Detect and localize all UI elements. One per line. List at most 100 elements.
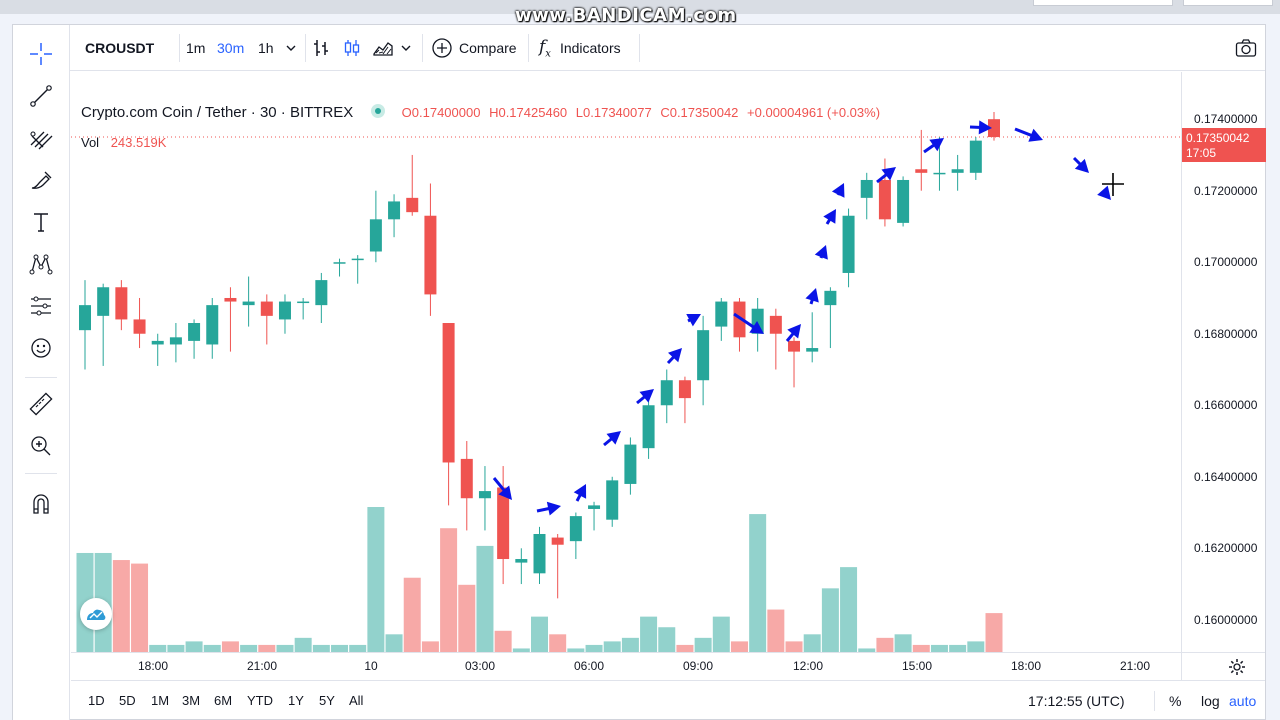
log-scale-toggle[interactable]: log (1201, 693, 1220, 709)
time-tick-label: 15:00 (901, 659, 933, 673)
volume-bar (276, 644, 294, 652)
price-axis[interactable]: 0.17400000 0.17200000 0.17000000 0.16800000… (1181, 72, 1266, 652)
gear-icon[interactable] (1228, 658, 1246, 681)
annotation-arrow (823, 209, 836, 225)
ruler-icon[interactable] (26, 389, 56, 419)
volume-legend[interactable]: Vol 243.519K (81, 135, 166, 150)
candle (660, 369, 673, 424)
time-axis[interactable]: 18:00 21:00 10 03:00 06:00 09:00 12:00 15:00 18:… (71, 652, 1181, 680)
legend-high: H0.17425460 (489, 105, 568, 120)
time-tick-label: 18:00 (137, 659, 169, 673)
candle (769, 308, 782, 370)
forecast-icon[interactable] (26, 291, 56, 321)
volume-bar (658, 627, 676, 652)
candle (424, 183, 437, 316)
volume-bar (803, 634, 821, 652)
range-button-5y[interactable]: 5Y (319, 693, 335, 708)
annotation-arrow (666, 348, 682, 365)
range-button-1m[interactable]: 1M (151, 693, 170, 708)
fib-icon[interactable] (26, 123, 56, 153)
trend-line-icon[interactable] (26, 81, 56, 111)
candle-body (788, 340, 801, 352)
candles-icon[interactable] (342, 25, 362, 71)
annotation-arrow (876, 167, 896, 184)
range-button-ytd[interactable]: YTD (247, 693, 273, 708)
text-icon[interactable] (26, 207, 56, 237)
candle (478, 466, 491, 531)
candle-body (278, 301, 291, 320)
range-button-5d[interactable]: 5D (119, 693, 136, 708)
pattern-icon[interactable] (26, 249, 56, 279)
candle-body (515, 559, 528, 563)
brush-icon[interactable] (26, 165, 56, 195)
volume-bar (567, 648, 585, 652)
candle (278, 294, 291, 334)
candle (224, 287, 237, 352)
range-button-1y[interactable]: 1Y (288, 693, 304, 708)
symbol-legend[interactable]: Crypto.com Coin / Tether · 30 · BITTREX … (81, 104, 885, 121)
range-button-1d[interactable]: 1D (88, 693, 105, 708)
candle-body (769, 315, 782, 334)
annotation-arrow (814, 245, 828, 260)
indicators-label: Indicators (559, 40, 621, 56)
interval-1m-button[interactable]: 1m (186, 40, 206, 56)
chart-type-chevron-down-icon[interactable] (400, 25, 412, 71)
candle-body (424, 215, 437, 295)
candle-body (442, 323, 455, 463)
bars-icon[interactable] (311, 25, 331, 71)
current-price-value: 0.17350042 (1186, 131, 1250, 146)
volume-bar (894, 634, 912, 652)
chart-plot-area[interactable]: Crypto.com Coin / Tether · 30 · BITTREX … (71, 72, 1181, 652)
volume-bar (821, 588, 839, 652)
candle (460, 441, 473, 531)
auto-scale-toggle[interactable]: auto (1229, 693, 1257, 709)
volume-bar (694, 637, 712, 652)
legend-close: C0.17350042 (660, 105, 739, 120)
candle (551, 533, 564, 599)
interval-1h-button[interactable]: 1h (258, 40, 274, 56)
area-icon[interactable] (372, 25, 394, 71)
candle-body (951, 169, 964, 173)
symbol-search-button[interactable]: CROUSDT (85, 40, 155, 56)
price-tick-label: 0.16800000 (1194, 326, 1258, 341)
candle (988, 112, 1000, 141)
annotation-arrows (492, 120, 1111, 516)
interval-30m-button[interactable]: 30m (217, 40, 245, 56)
compare-button[interactable]: Compare (431, 25, 517, 71)
legend-title: Crypto.com Coin / Tether · 30 · BITTREX (81, 104, 354, 121)
volume-bar (367, 507, 385, 652)
candle (969, 137, 982, 180)
zoom-in-icon[interactable] (26, 431, 56, 461)
emoji-icon[interactable] (26, 333, 56, 363)
volume-bar (403, 577, 421, 652)
candle-body (897, 179, 910, 223)
candle-body (460, 458, 473, 499)
candle-body (806, 348, 819, 352)
crosshair-icon[interactable] (26, 39, 56, 69)
tradingview-logo[interactable] (80, 598, 112, 630)
annotation-arrow (923, 138, 944, 154)
range-button-6m[interactable]: 6M (214, 693, 233, 708)
candle (188, 319, 201, 359)
chevron-down-icon[interactable] (285, 25, 297, 71)
annotation-arrow (1014, 127, 1043, 142)
volume-bar (112, 560, 130, 652)
time-tick-label: 10 (364, 659, 378, 673)
range-button-all[interactable]: All (349, 693, 364, 708)
candle (733, 297, 746, 352)
utc-clock[interactable]: 17:12:55 (UTC) (1028, 693, 1125, 709)
volume-bar (458, 584, 476, 652)
percent-scale-toggle[interactable]: % (1169, 693, 1182, 709)
candle (515, 548, 528, 585)
candle (442, 323, 455, 506)
volume-bar (512, 648, 530, 652)
indicators-button[interactable]: fx Indicators (539, 25, 621, 71)
camera-icon[interactable] (1235, 25, 1257, 71)
magnet-icon[interactable] (26, 489, 56, 519)
volume-bar (385, 634, 403, 652)
annotation-arrow (733, 312, 764, 334)
candle-body (242, 301, 255, 306)
legend-low: L0.17340077 (575, 105, 652, 120)
annotation-arrow (805, 288, 819, 305)
range-button-3m[interactable]: 3M (182, 693, 201, 708)
